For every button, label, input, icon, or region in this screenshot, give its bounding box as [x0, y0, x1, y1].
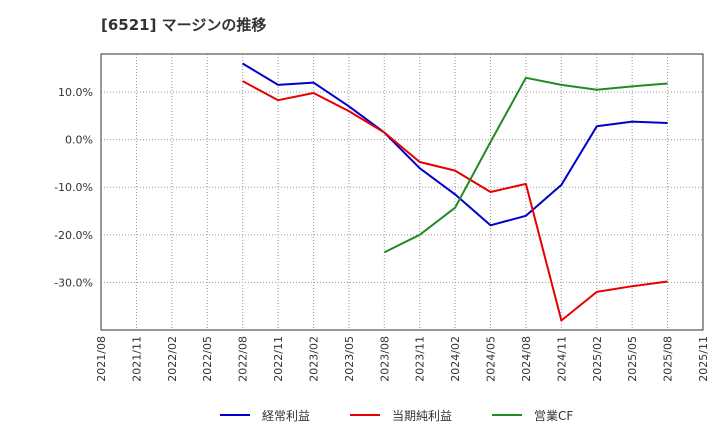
x-tick-label: 2024/11	[555, 336, 568, 382]
plot-frame	[100, 53, 704, 331]
x-tick-label: 2023/08	[378, 336, 391, 382]
y-tick-label: -10.0%	[54, 181, 93, 194]
series-line	[383, 76, 668, 254]
chart-title: [6521] マージンの推移	[101, 16, 267, 34]
x-tick-label: 2022/11	[272, 336, 285, 382]
x-tick-label: 2021/11	[130, 336, 143, 382]
x-tick-label: 2024/05	[485, 336, 498, 382]
x-axis-ticks: 2021/08 2021/11 2022/02 2022/05 2022/08 2022/…	[95, 336, 710, 382]
x-tick-label: 2021/08	[95, 336, 108, 382]
y-tick-label: 10.0%	[58, 86, 93, 99]
series-line	[242, 62, 668, 227]
legend: 経常利益 当期純利益 営業CF	[220, 409, 573, 423]
series-layer	[242, 62, 668, 322]
x-tick-label: 2022/05	[201, 336, 214, 382]
y-tick-label: -20.0%	[54, 229, 93, 242]
grid-layer	[101, 54, 703, 330]
legend-label: 経常利益	[262, 409, 310, 423]
x-tick-label: 2023/02	[307, 336, 320, 382]
y-axis-ticks: 10.0% 0.0% -10.0% -20.0% -30.0%	[54, 86, 93, 289]
series-line	[242, 80, 668, 322]
legend-label: 当期純利益	[392, 409, 452, 423]
y-tick-label: -30.0%	[54, 276, 93, 289]
x-tick-label: 2025/11	[697, 336, 710, 382]
x-tick-label: 2022/02	[166, 336, 179, 382]
x-tick-label: 2024/08	[520, 336, 533, 382]
x-tick-label: 2023/11	[414, 336, 427, 382]
x-tick-label: 2025/02	[591, 336, 604, 382]
x-tick-label: 2024/02	[449, 336, 462, 382]
x-tick-label: 2022/08	[237, 336, 250, 382]
x-tick-label: 2025/05	[626, 336, 639, 382]
legend-label: 営業CF	[534, 409, 573, 423]
x-tick-label: 2025/08	[662, 336, 675, 382]
y-tick-label: 0.0%	[65, 134, 93, 147]
x-tick-label: 2023/05	[343, 336, 356, 382]
